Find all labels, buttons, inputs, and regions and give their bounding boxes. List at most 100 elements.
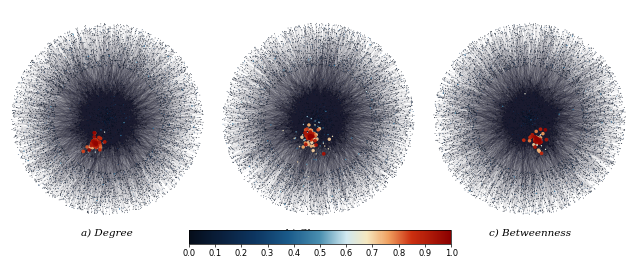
Point <box>61 166 72 170</box>
Point <box>340 199 350 203</box>
Point <box>579 107 589 111</box>
Point <box>364 145 374 150</box>
Point <box>129 42 139 47</box>
Point <box>528 106 538 110</box>
Point <box>288 69 298 73</box>
Point <box>106 64 116 68</box>
Point <box>42 168 52 172</box>
Point <box>500 124 511 129</box>
Point <box>259 149 269 153</box>
Point <box>166 133 177 137</box>
Point <box>136 58 146 62</box>
Point <box>253 143 264 147</box>
Point <box>296 171 307 175</box>
Point <box>358 64 369 68</box>
Point <box>300 144 310 148</box>
Point <box>481 40 491 44</box>
Point <box>170 94 180 98</box>
Point <box>60 156 70 160</box>
Point <box>262 177 273 181</box>
Point <box>445 155 455 159</box>
Point <box>267 188 277 193</box>
Point <box>226 81 236 85</box>
Point <box>570 45 580 49</box>
Point <box>319 27 330 31</box>
Point <box>161 165 171 169</box>
Point <box>319 64 329 68</box>
Point <box>452 127 462 131</box>
Point <box>248 122 258 126</box>
Point <box>33 81 43 86</box>
Point <box>481 64 491 68</box>
Point <box>594 127 604 131</box>
Point <box>60 167 70 171</box>
Point <box>124 48 134 52</box>
Point <box>608 147 618 151</box>
Point <box>600 87 610 91</box>
Point <box>266 139 276 143</box>
Point <box>118 112 128 116</box>
Point <box>102 116 113 120</box>
Point <box>311 48 321 52</box>
Point <box>178 145 188 150</box>
Point <box>106 116 116 120</box>
Point <box>588 123 598 127</box>
Point <box>99 143 109 147</box>
Point <box>188 81 198 86</box>
Point <box>532 125 543 129</box>
Point <box>51 83 61 87</box>
Point <box>282 65 292 69</box>
Point <box>467 115 477 119</box>
Point <box>397 152 407 156</box>
Point <box>58 185 68 189</box>
Point <box>513 105 524 109</box>
Point <box>458 179 468 184</box>
Point <box>251 47 261 51</box>
Point <box>176 56 186 60</box>
Point <box>26 168 36 172</box>
Point <box>105 62 115 66</box>
Point <box>54 165 65 169</box>
Point <box>337 38 348 42</box>
Point <box>305 90 315 94</box>
Point <box>595 81 605 85</box>
Point <box>572 188 582 192</box>
Point <box>335 43 345 47</box>
Point <box>389 86 399 90</box>
Point <box>342 36 352 40</box>
Point <box>314 108 324 112</box>
Point <box>236 91 246 95</box>
Point <box>125 179 136 183</box>
Point <box>524 201 534 205</box>
Point <box>584 104 594 108</box>
Point <box>461 141 471 145</box>
Point <box>383 78 393 82</box>
Point <box>462 172 472 176</box>
Point <box>40 179 50 183</box>
Point <box>104 30 114 34</box>
Point <box>154 93 164 97</box>
Point <box>292 68 302 72</box>
Point <box>172 170 182 174</box>
Point <box>118 152 129 156</box>
Point <box>525 116 535 120</box>
Point <box>460 59 470 63</box>
Point <box>258 82 268 86</box>
Point <box>38 146 49 151</box>
Point <box>535 104 545 108</box>
Point <box>102 111 113 115</box>
Point <box>264 190 275 195</box>
Point <box>532 54 543 58</box>
Point <box>61 68 72 72</box>
Point <box>111 176 121 180</box>
Point <box>106 105 116 109</box>
Point <box>367 122 378 126</box>
Point <box>598 119 608 123</box>
Point <box>75 188 85 192</box>
Point <box>248 184 258 188</box>
Point <box>175 148 185 152</box>
Point <box>251 132 261 136</box>
Point <box>295 178 305 182</box>
Point <box>291 172 301 176</box>
Point <box>517 104 527 108</box>
